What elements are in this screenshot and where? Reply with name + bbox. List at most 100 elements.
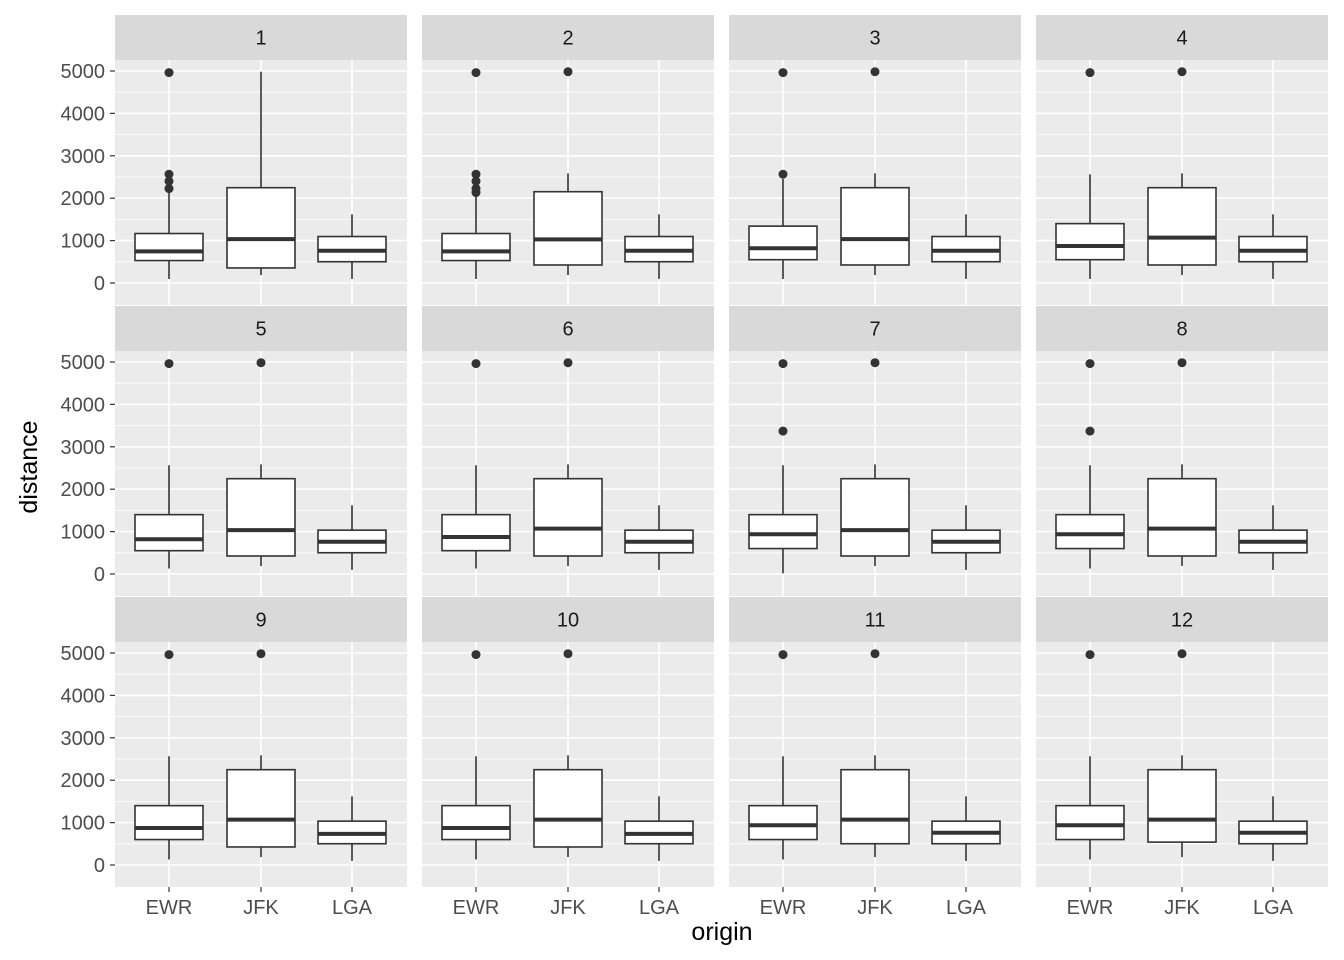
box-JFK — [840, 67, 910, 276]
iqr-box — [533, 190, 603, 266]
box-LGA — [317, 214, 387, 279]
outlier-point — [164, 650, 174, 660]
facet-strip-label: 8 — [1176, 319, 1187, 341]
y-tick-label: 5000 — [61, 61, 106, 83]
y-tick-label: 1000 — [61, 231, 106, 253]
iqr-box — [748, 513, 818, 550]
x-tick-label: EWR — [146, 897, 193, 919]
outlier-point — [256, 649, 266, 659]
outlier-point — [1085, 650, 1095, 660]
facet-strip — [422, 597, 714, 642]
facet-panel-5: 5 0 1000 2000 3000 4000 5000 — [61, 306, 407, 596]
iqr-box — [1055, 513, 1125, 550]
outlier-point — [1085, 426, 1095, 436]
facet-strip — [729, 306, 1021, 351]
x-tick-label: EWR — [760, 897, 807, 919]
y-tick-label: 0 — [94, 273, 105, 295]
box-JFK — [1147, 649, 1217, 858]
box-LGA — [931, 796, 1001, 861]
y-tick-label: 3000 — [61, 146, 106, 168]
outlier-point — [471, 184, 481, 194]
facet-panel-1: 1 0 1000 2000 3000 4000 5000 — [61, 15, 407, 305]
y-tick-label: 0 — [94, 855, 105, 877]
box-LGA — [624, 505, 694, 570]
facet-panel-7: 7 — [729, 306, 1021, 596]
iqr-box — [840, 477, 910, 557]
box-EWR — [134, 359, 204, 569]
iqr-box — [748, 804, 818, 841]
y-tick-label: 5000 — [61, 643, 106, 665]
outlier-point — [471, 68, 481, 78]
box-LGA — [1238, 505, 1308, 570]
facet-strip-label: 9 — [255, 610, 266, 632]
x-tick-label: LGA — [1253, 897, 1294, 919]
iqr-box — [840, 768, 910, 845]
y-tick-label: 3000 — [61, 728, 106, 750]
facet-strip-label: 2 — [562, 28, 573, 50]
outlier-point — [870, 358, 880, 368]
iqr-box — [226, 768, 296, 848]
facet-strip-label: 1 — [255, 28, 266, 50]
x-axis-title: origin — [691, 918, 752, 946]
box-EWR — [134, 650, 204, 860]
outlier-point — [778, 426, 788, 436]
iqr-box — [1147, 477, 1217, 557]
box-LGA — [1238, 796, 1308, 861]
outlier-point — [1177, 649, 1187, 659]
outlier-point — [1085, 359, 1095, 369]
outlier-point — [164, 176, 174, 186]
box-EWR — [441, 68, 511, 280]
iqr-box — [134, 804, 204, 841]
y-tick-label: 4000 — [61, 685, 106, 707]
box-LGA — [317, 505, 387, 570]
box-EWR — [1055, 359, 1125, 569]
outlier-point — [563, 649, 573, 659]
box-LGA — [931, 214, 1001, 279]
x-tick-label: JFK — [550, 897, 586, 919]
facet-strip-label: 7 — [869, 319, 880, 341]
outlier-point — [870, 67, 880, 77]
facet-panel-8: 8 — [1036, 306, 1328, 596]
facet-strip — [1036, 597, 1328, 642]
box-EWR — [441, 650, 511, 860]
facet-strip-label: 6 — [562, 319, 573, 341]
outlier-point — [778, 169, 788, 179]
box-JFK — [840, 649, 910, 858]
box-EWR — [1055, 68, 1125, 280]
iqr-box — [1055, 222, 1125, 261]
box-JFK — [1147, 67, 1217, 276]
x-tick-label: LGA — [946, 897, 987, 919]
iqr-box — [748, 225, 818, 261]
facet-strip — [422, 306, 714, 351]
y-tick-label: 1000 — [61, 522, 106, 544]
y-tick-label: 2000 — [61, 188, 106, 210]
outlier-point — [471, 359, 481, 369]
iqr-box — [441, 513, 511, 552]
x-tick-label: EWR — [1067, 897, 1114, 919]
iqr-box — [533, 768, 603, 848]
x-tick-label: JFK — [857, 897, 893, 919]
box-EWR — [441, 359, 511, 569]
iqr-box — [1147, 186, 1217, 266]
box-JFK — [533, 358, 603, 567]
x-tick-label: LGA — [639, 897, 680, 919]
iqr-box — [134, 232, 204, 262]
y-tick-label: 4000 — [61, 394, 106, 416]
facet-strip-label: 4 — [1176, 28, 1187, 50]
facet-strip-label: 3 — [869, 28, 880, 50]
facet-strip — [115, 597, 407, 642]
iqr-box — [441, 232, 511, 262]
box-EWR — [748, 68, 818, 280]
box-JFK — [533, 67, 603, 276]
outlier-point — [563, 67, 573, 77]
facet-strip-label: 10 — [557, 610, 579, 632]
facet-strip — [115, 306, 407, 351]
y-tick-label: 1000 — [61, 813, 106, 835]
y-tick-label: 3000 — [61, 437, 106, 459]
box-EWR — [748, 650, 818, 860]
facet-strip-label: 12 — [1171, 610, 1193, 632]
facet-strip-label: 5 — [255, 319, 266, 341]
facet-strip — [729, 15, 1021, 60]
x-tick-label: JFK — [243, 897, 279, 919]
outlier-point — [1085, 68, 1095, 78]
